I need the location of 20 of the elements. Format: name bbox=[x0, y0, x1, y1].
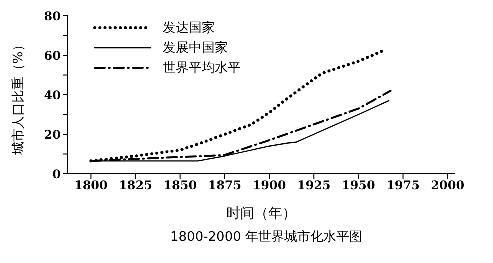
x-tick-label: 1900 bbox=[252, 178, 286, 193]
x-tick-label: 1925 bbox=[297, 178, 331, 193]
x-tick-label: 1800 bbox=[74, 178, 108, 193]
x-tick-label: 1850 bbox=[164, 178, 198, 193]
legend-label: 发达国家 bbox=[163, 20, 215, 37]
x-tick-label: 2000 bbox=[431, 178, 465, 193]
legend-label: 世界平均水平 bbox=[163, 60, 241, 77]
x-tick-label: 1975 bbox=[386, 178, 420, 193]
y-tick-label: 20 bbox=[44, 128, 61, 142]
y-axis-title: 城市人口比重（%） bbox=[12, 38, 27, 156]
x-tick-label: 1950 bbox=[342, 178, 376, 193]
y-tick-label: 0 bbox=[52, 167, 61, 182]
x-tick-label: 1875 bbox=[208, 178, 242, 193]
text: 1800-2000 年世界城市化水平图 bbox=[170, 229, 364, 246]
x-tick-label: 1825 bbox=[119, 178, 152, 193]
y-tick-label: 80 bbox=[44, 9, 61, 24]
legend-label: 发展中国家 bbox=[163, 40, 228, 57]
y-tick-label: 40 bbox=[44, 88, 61, 102]
y-tick-label: 60 bbox=[44, 48, 61, 63]
x-axis-title: 时间（年） bbox=[226, 206, 296, 222]
